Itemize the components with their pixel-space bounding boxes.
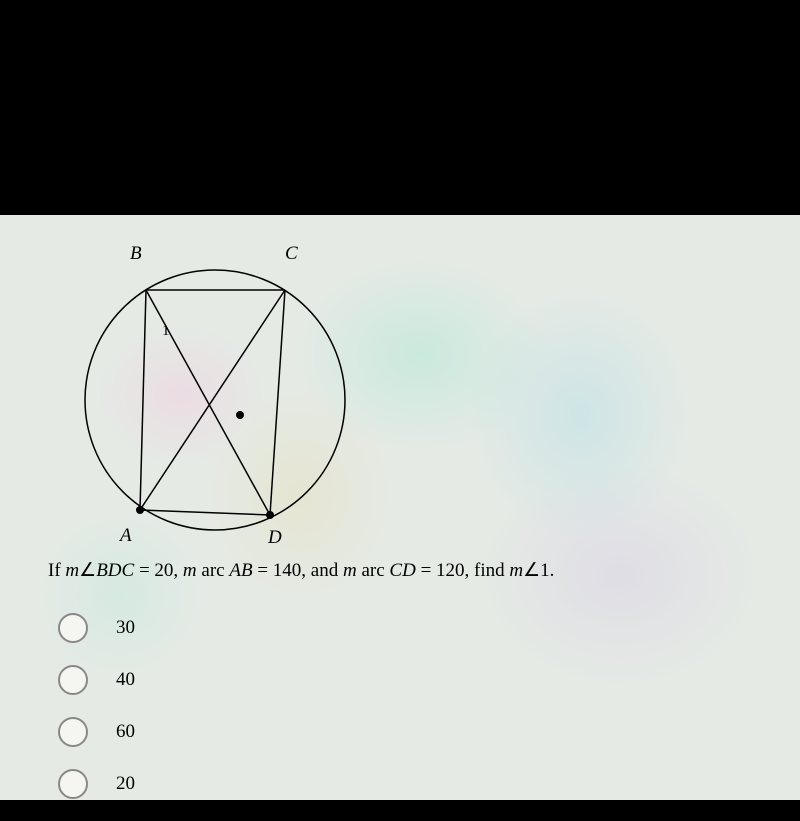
q-arc2: arc xyxy=(357,560,390,581)
label-D: D xyxy=(268,527,282,549)
option-label: 60 xyxy=(116,721,135,743)
option-label: 40 xyxy=(116,669,135,691)
geometry-diagram: 1 B C A D xyxy=(70,235,360,545)
q-prefix: If xyxy=(48,560,65,581)
chord-DC xyxy=(270,290,285,515)
chord-AD xyxy=(140,510,270,515)
option-row[interactable]: 20 xyxy=(58,769,135,799)
option-row[interactable]: 30 xyxy=(58,613,135,643)
point-D-dot xyxy=(266,511,274,519)
main-circle xyxy=(85,270,345,530)
q-ab: AB xyxy=(229,560,252,581)
angle-1-label: 1 xyxy=(162,323,170,339)
q-m4: m xyxy=(509,560,523,581)
q-arc1: arc xyxy=(197,560,230,581)
label-A: A xyxy=(120,525,132,547)
q-bdc: BDC xyxy=(96,560,134,581)
center-dot xyxy=(236,411,244,419)
chord-BA xyxy=(140,290,146,510)
radio-icon[interactable] xyxy=(58,665,88,695)
label-C: C xyxy=(285,243,298,265)
q-one: 1. xyxy=(540,560,554,581)
q-m1: m xyxy=(65,560,79,581)
q-eq3: = 120, find xyxy=(416,560,510,581)
label-B: B xyxy=(130,243,142,265)
option-label: 20 xyxy=(116,773,135,795)
q-m2: m xyxy=(183,560,197,581)
circle-svg: 1 xyxy=(70,235,360,545)
top-black-bar xyxy=(0,0,800,215)
question-text: If m∠BDC = 20, m arc AB = 140, and m arc… xyxy=(48,559,554,582)
option-label: 30 xyxy=(116,617,135,639)
radio-icon[interactable] xyxy=(58,717,88,747)
q-angle2: ∠ xyxy=(523,560,540,581)
q-angle1: ∠ xyxy=(79,560,96,581)
radio-icon[interactable] xyxy=(58,769,88,799)
q-eq2: = 140, and xyxy=(253,560,343,581)
option-row[interactable]: 40 xyxy=(58,665,135,695)
point-A-dot xyxy=(136,506,144,514)
radio-icon[interactable] xyxy=(58,613,88,643)
content-area: 1 B C A D If m∠BDC = 20, m arc AB = 140,… xyxy=(0,215,800,800)
q-eq1: = 20, xyxy=(134,560,183,581)
q-cd: CD xyxy=(389,560,415,581)
options-list: 30 40 60 20 xyxy=(58,613,135,821)
q-m3: m xyxy=(343,560,357,581)
option-row[interactable]: 60 xyxy=(58,717,135,747)
